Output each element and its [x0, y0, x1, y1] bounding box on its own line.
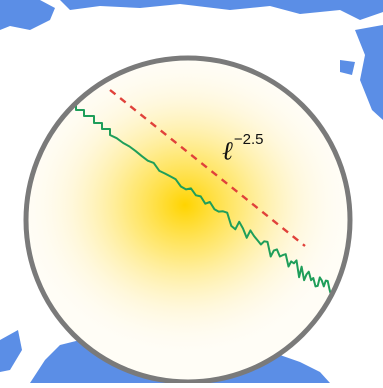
ell-symbol: ℓ: [222, 136, 233, 167]
right-shape: [355, 25, 383, 120]
power-law-reference-line: [109, 89, 306, 247]
bottom-left-shape: [0, 330, 22, 372]
measured-line: [55, 73, 347, 310]
circle-ring: [23, 55, 353, 385]
right-shape-small: [340, 60, 355, 75]
top-left-shape: [0, 0, 55, 30]
exponent: −2.5: [233, 131, 264, 148]
power-law-label: ℓ−2.5: [222, 132, 263, 167]
top-shape: [60, 0, 383, 20]
